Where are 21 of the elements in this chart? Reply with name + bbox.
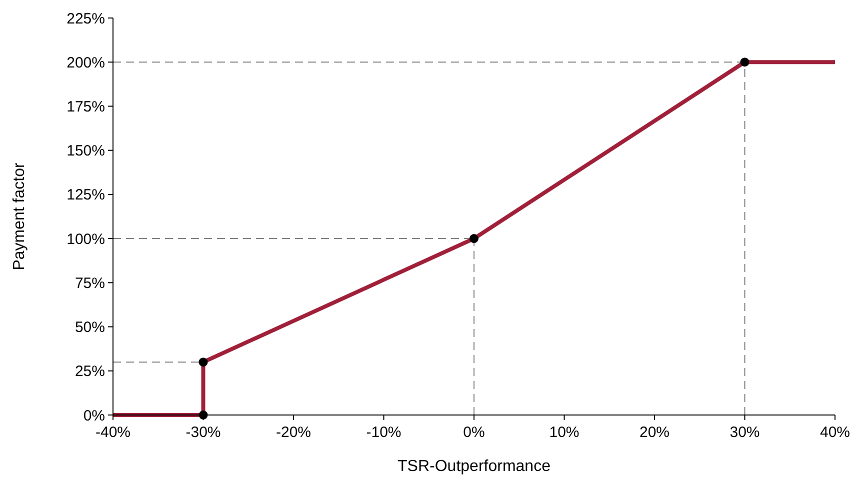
x-tick-label: -30%	[186, 424, 221, 441]
x-tick-label: -10%	[366, 424, 402, 441]
y-tick-label: 75%	[74, 274, 105, 292]
x-tick-label: 10%	[549, 424, 580, 441]
x-tick-label: 20%	[639, 424, 670, 441]
y-tick-label: 25%	[74, 363, 105, 380]
y-axis-title: Payment factor	[11, 162, 28, 270]
y-tick-label: 175%	[66, 98, 105, 116]
x-tick-label: -20%	[276, 424, 312, 441]
y-tick-label: 100%	[66, 230, 105, 248]
y-tick-label: 50%	[74, 319, 105, 336]
x-axis-title: TSR-Outperformance	[398, 458, 551, 475]
y-tick-label: 125%	[66, 186, 105, 204]
y-tick-label: 200%	[66, 54, 105, 72]
x-tick-label: 0%	[463, 424, 485, 441]
x-tick-label: -40%	[95, 424, 131, 441]
x-tick-label: 30%	[730, 424, 760, 441]
y-tick-label: 225%	[66, 10, 105, 28]
y-tick-label: 0%	[83, 407, 105, 424]
y-tick-label: 150%	[66, 142, 105, 160]
x-tick-label: 40%	[820, 424, 850, 441]
